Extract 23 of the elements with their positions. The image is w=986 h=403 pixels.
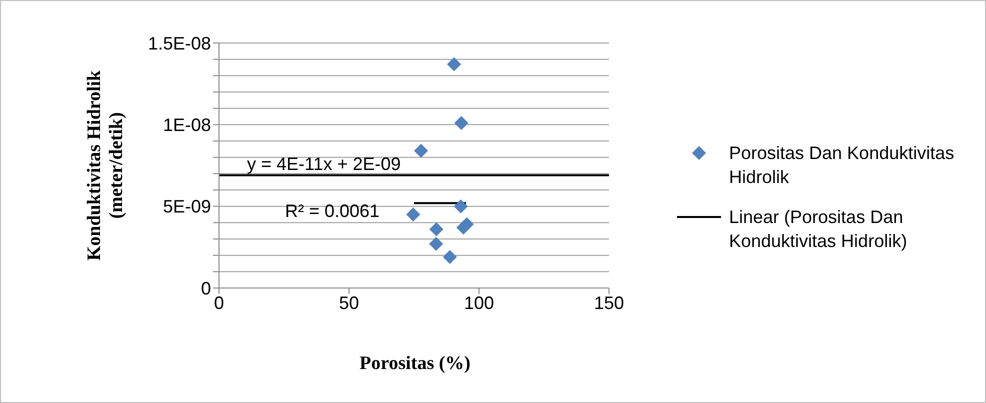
point xyxy=(454,199,468,214)
x-axis-title: Porositas (%) xyxy=(360,353,470,374)
point xyxy=(406,208,420,222)
x-tick-label: 100 xyxy=(464,292,494,313)
legend-label: Porositas Dan Konduktivitas Hidrolik xyxy=(729,142,956,189)
y-tick-label: 1.5E-08 xyxy=(148,33,211,54)
point xyxy=(414,144,428,158)
x-tick-label: 150 xyxy=(594,292,624,313)
annotation: y = 4E-11x + 2E-09 xyxy=(247,154,401,174)
y-tick-label: 1E-08 xyxy=(162,115,211,136)
y-tick-label: 5E-09 xyxy=(162,196,211,217)
x-tick-label: 50 xyxy=(338,292,360,313)
annotation: R² = 0.0061 xyxy=(285,201,380,221)
point xyxy=(442,250,457,264)
point xyxy=(447,57,462,72)
point xyxy=(429,236,444,251)
point xyxy=(454,116,468,130)
y-tick-label: 0 xyxy=(200,278,211,298)
x-tick-label: 0 xyxy=(214,292,224,313)
point xyxy=(429,222,444,236)
legend-label: Linear (Porositas Dan Konduktivitas Hidrolik) xyxy=(729,206,908,253)
point xyxy=(460,217,474,232)
y-axis-title: Konduktivitas Hidrolik (meter/detik) xyxy=(84,70,127,261)
